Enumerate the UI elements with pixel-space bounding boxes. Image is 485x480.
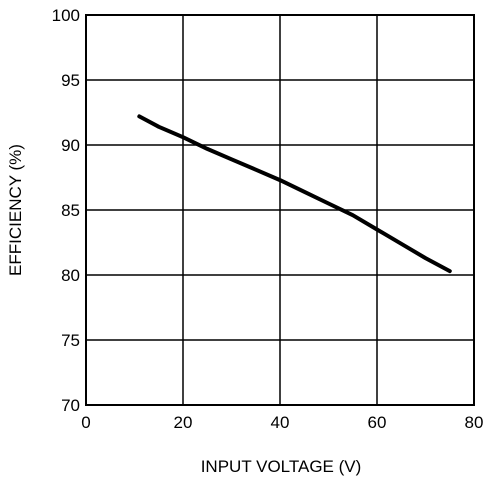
x-tick-label: 80 <box>465 413 484 432</box>
grid <box>86 15 474 405</box>
y-tick-label: 80 <box>61 266 80 285</box>
y-tick-labels: 70 75 80 85 90 95 100 <box>52 6 80 415</box>
y-tick-label: 75 <box>61 331 80 350</box>
x-tick-label: 40 <box>271 413 290 432</box>
y-axis-label: EFFICIENCY (%) <box>6 144 25 276</box>
y-tick-label: 90 <box>61 136 80 155</box>
x-tick-label: 0 <box>81 413 90 432</box>
efficiency-curve <box>137 114 452 274</box>
x-tick-label: 20 <box>174 413 193 432</box>
plot-frame <box>85 14 475 406</box>
plot-border <box>85 14 475 406</box>
y-tick-label: 85 <box>61 201 80 220</box>
x-tick-label: 60 <box>368 413 387 432</box>
y-tick-label: 95 <box>61 71 80 90</box>
y-tick-label: 70 <box>61 396 80 415</box>
x-tick-labels: 0 20 40 60 80 <box>81 413 483 432</box>
x-axis-label: INPUT VOLTAGE (V) <box>201 457 362 476</box>
y-tick-label: 100 <box>52 6 80 25</box>
series-layer <box>137 114 452 274</box>
